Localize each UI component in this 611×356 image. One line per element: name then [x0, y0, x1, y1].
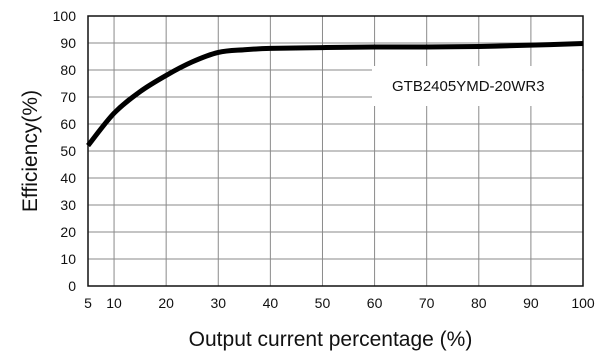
series-line — [86, 41, 584, 148]
y-tick-label: 30 — [60, 197, 76, 213]
y-tick-label: 90 — [60, 35, 76, 51]
y-tick-labels: 0 10 20 30 40 50 60 70 80 90 100 — [53, 8, 77, 294]
x-tick-labels: 5 10 20 30 40 50 60 70 80 90 100 — [84, 295, 595, 311]
x-tick-label: 30 — [210, 295, 226, 311]
x-tick-label: 100 — [571, 295, 595, 311]
x-tick-label: 70 — [419, 295, 435, 311]
legend-series-label: GTB2405YMD-20WR3 — [392, 78, 545, 95]
x-tick-label: 40 — [263, 295, 279, 311]
grid-lines — [87, 15, 584, 287]
series-lines — [86, 41, 584, 148]
x-tick-label: 20 — [158, 295, 174, 311]
x-tick-label: 90 — [523, 295, 539, 311]
y-tick-label: 80 — [60, 62, 76, 78]
y-tick-label: 60 — [60, 116, 76, 132]
legend: GTB2405YMD-20WR3 — [372, 66, 582, 106]
legend-box — [372, 66, 582, 106]
plot-frame — [87, 15, 584, 287]
x-tick-label: 80 — [471, 295, 487, 311]
x-tick-label: 5 — [84, 295, 92, 311]
y-tick-label: 70 — [60, 89, 76, 105]
y-axis-title: Efficiency(%) — [19, 90, 42, 212]
y-tick-label: 0 — [68, 278, 76, 294]
x-tick-label: 50 — [315, 295, 331, 311]
x-tick-label: 60 — [367, 295, 383, 311]
y-tick-label: 50 — [60, 143, 76, 159]
y-tick-label: 40 — [60, 170, 76, 186]
y-tick-label: 10 — [60, 251, 76, 267]
x-axis-title: Output current percentage (%) — [189, 328, 473, 351]
y-tick-label: 100 — [53, 8, 77, 24]
x-tick-label: 10 — [106, 295, 122, 311]
y-tick-label: 20 — [60, 224, 76, 240]
